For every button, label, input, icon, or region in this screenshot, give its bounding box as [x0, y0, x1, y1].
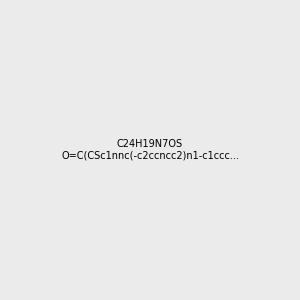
- Text: C24H19N7OS
O=C(CSc1nnc(-c2ccncc2)n1-c1ccc...: C24H19N7OS O=C(CSc1nnc(-c2ccncc2)n1-c1cc…: [61, 139, 239, 161]
